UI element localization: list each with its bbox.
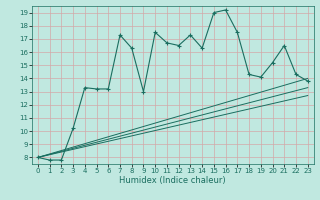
X-axis label: Humidex (Indice chaleur): Humidex (Indice chaleur) xyxy=(119,176,226,185)
